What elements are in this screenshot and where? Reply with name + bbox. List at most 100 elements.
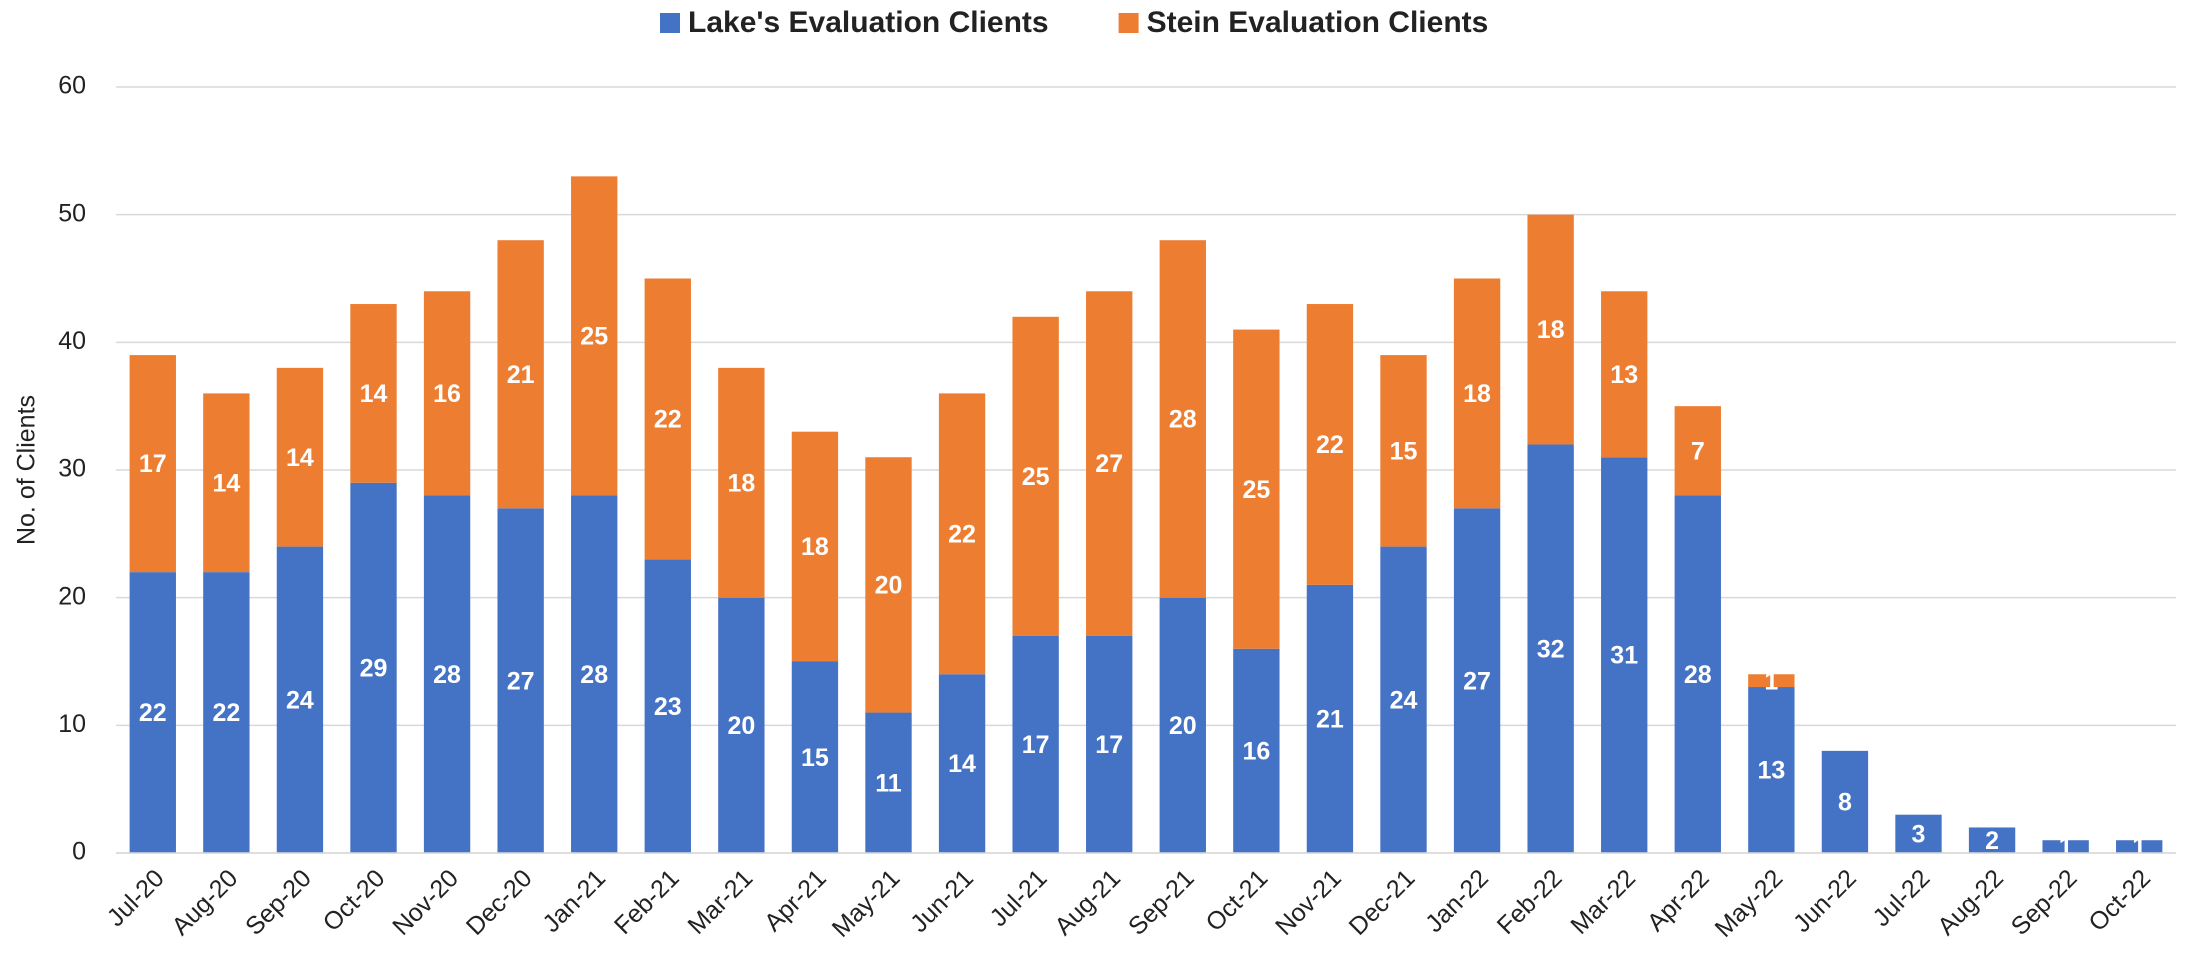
data-label: 27 [1095, 450, 1123, 478]
bar-segment [276, 367, 324, 547]
bar-segment [718, 597, 765, 853]
data-label: 16 [433, 380, 461, 408]
data-label: 18 [801, 533, 829, 561]
bar-segment [203, 393, 250, 573]
bar-segment [718, 367, 765, 598]
y-axis-label: No. of Clients [13, 395, 41, 545]
bar-segment [2116, 840, 2163, 853]
data-label: 29 [360, 654, 388, 682]
data-label: 1 [1764, 667, 1778, 695]
x-tick-label: Aug-22 [1932, 864, 2009, 941]
bar-segment [276, 546, 324, 853]
data-label: 18 [727, 469, 755, 497]
bar-segment [571, 176, 618, 496]
bar-segment [865, 712, 912, 853]
legend-swatch [660, 13, 680, 33]
x-tick-label: Oct-20 [318, 864, 391, 937]
x-tick-label: Jul-22 [1867, 864, 1935, 932]
x-tick-label: Nov-20 [387, 864, 464, 941]
y-tick-label: 60 [58, 72, 86, 100]
data-label: 8 [1838, 789, 1852, 817]
data-label: 18 [1537, 316, 1565, 344]
bar-segment [2042, 840, 2089, 853]
bar-segment [1674, 495, 1721, 853]
x-tick-label: Apr-22 [1642, 864, 1715, 937]
data-label: 28 [580, 661, 608, 689]
data-label: 28 [1684, 661, 1712, 689]
bar-segment [1380, 546, 1427, 853]
data-label: 13 [1757, 757, 1785, 785]
data-label: 22 [948, 520, 976, 548]
bar-segment [644, 559, 691, 853]
bar-segment [1748, 674, 1795, 688]
x-tick-label: Oct-22 [2083, 864, 2156, 937]
legend-label: Stein Evaluation Clients [1147, 6, 1489, 39]
data-label: 3 [1912, 820, 1926, 848]
data-label: 17 [1095, 731, 1123, 759]
bar-segment [1895, 814, 1942, 853]
bar-segment [1601, 457, 1648, 853]
bar-segment [571, 495, 618, 853]
bar-segment [1601, 291, 1648, 458]
data-label: 13 [1610, 361, 1638, 389]
data-label: 27 [507, 667, 535, 695]
data-label: 22 [139, 699, 167, 727]
bar-segment [1086, 635, 1133, 853]
bar-segment [497, 240, 544, 509]
bar-segment [1306, 584, 1354, 853]
data-label: 1 [2132, 833, 2146, 861]
data-label: 21 [507, 361, 535, 389]
bar-segment [1159, 240, 1206, 598]
data-label: 14 [286, 444, 314, 472]
bar-segment [938, 393, 986, 675]
x-tick-label: Dec-20 [461, 864, 538, 941]
data-label: 1 [2059, 833, 2073, 861]
y-tick-label: 20 [58, 582, 86, 610]
data-label: 22 [654, 406, 682, 434]
data-label: 27 [1463, 667, 1491, 695]
x-tick-label: Apr-21 [759, 864, 832, 937]
bar-segment [1306, 304, 1354, 585]
data-label: 32 [1537, 635, 1565, 663]
data-label: 14 [212, 469, 240, 497]
data-label: 14 [360, 380, 388, 408]
data-label: 20 [875, 572, 903, 600]
x-tick-label: Jan-21 [537, 864, 611, 938]
data-label: 7 [1691, 437, 1705, 465]
bar-segment [1233, 329, 1280, 649]
data-label: 25 [1022, 463, 1050, 491]
bar-segment [1012, 635, 1059, 853]
x-tick-label: Jul-20 [102, 864, 170, 932]
data-label: 20 [727, 712, 755, 740]
bar-segment [1380, 355, 1427, 547]
bar-segment [497, 508, 544, 853]
bar-segment [1821, 750, 1869, 853]
bar-segment [1012, 316, 1059, 636]
data-label: 2 [1985, 827, 1999, 855]
x-tick-label: Sep-21 [1123, 864, 1200, 941]
y-tick-label: 40 [58, 327, 86, 355]
x-tick-label: Sep-22 [2006, 864, 2083, 941]
data-label: 22 [1316, 431, 1344, 459]
data-label: 20 [1169, 712, 1197, 740]
x-tick-label: May-22 [1710, 864, 1789, 943]
x-tick-label: Aug-21 [1049, 864, 1126, 941]
data-label: 22 [212, 699, 240, 727]
bar-segment [423, 495, 471, 853]
bar-segment [865, 457, 912, 713]
bar-segment [1968, 827, 2016, 853]
bar-segment [1453, 278, 1501, 509]
bar-segment [1527, 444, 1574, 853]
data-label: 16 [1242, 737, 1270, 765]
bar-segment [129, 572, 176, 853]
x-tick-label: Mar-22 [1565, 864, 1641, 940]
bar-segment [791, 431, 839, 662]
y-tick-label: 30 [58, 455, 86, 483]
data-label: 25 [1242, 476, 1270, 504]
x-tick-label: Nov-21 [1270, 864, 1347, 941]
legend-swatch [1118, 13, 1139, 33]
data-label: 24 [286, 686, 314, 714]
data-label: 11 [875, 769, 902, 797]
data-label: 15 [801, 744, 829, 772]
